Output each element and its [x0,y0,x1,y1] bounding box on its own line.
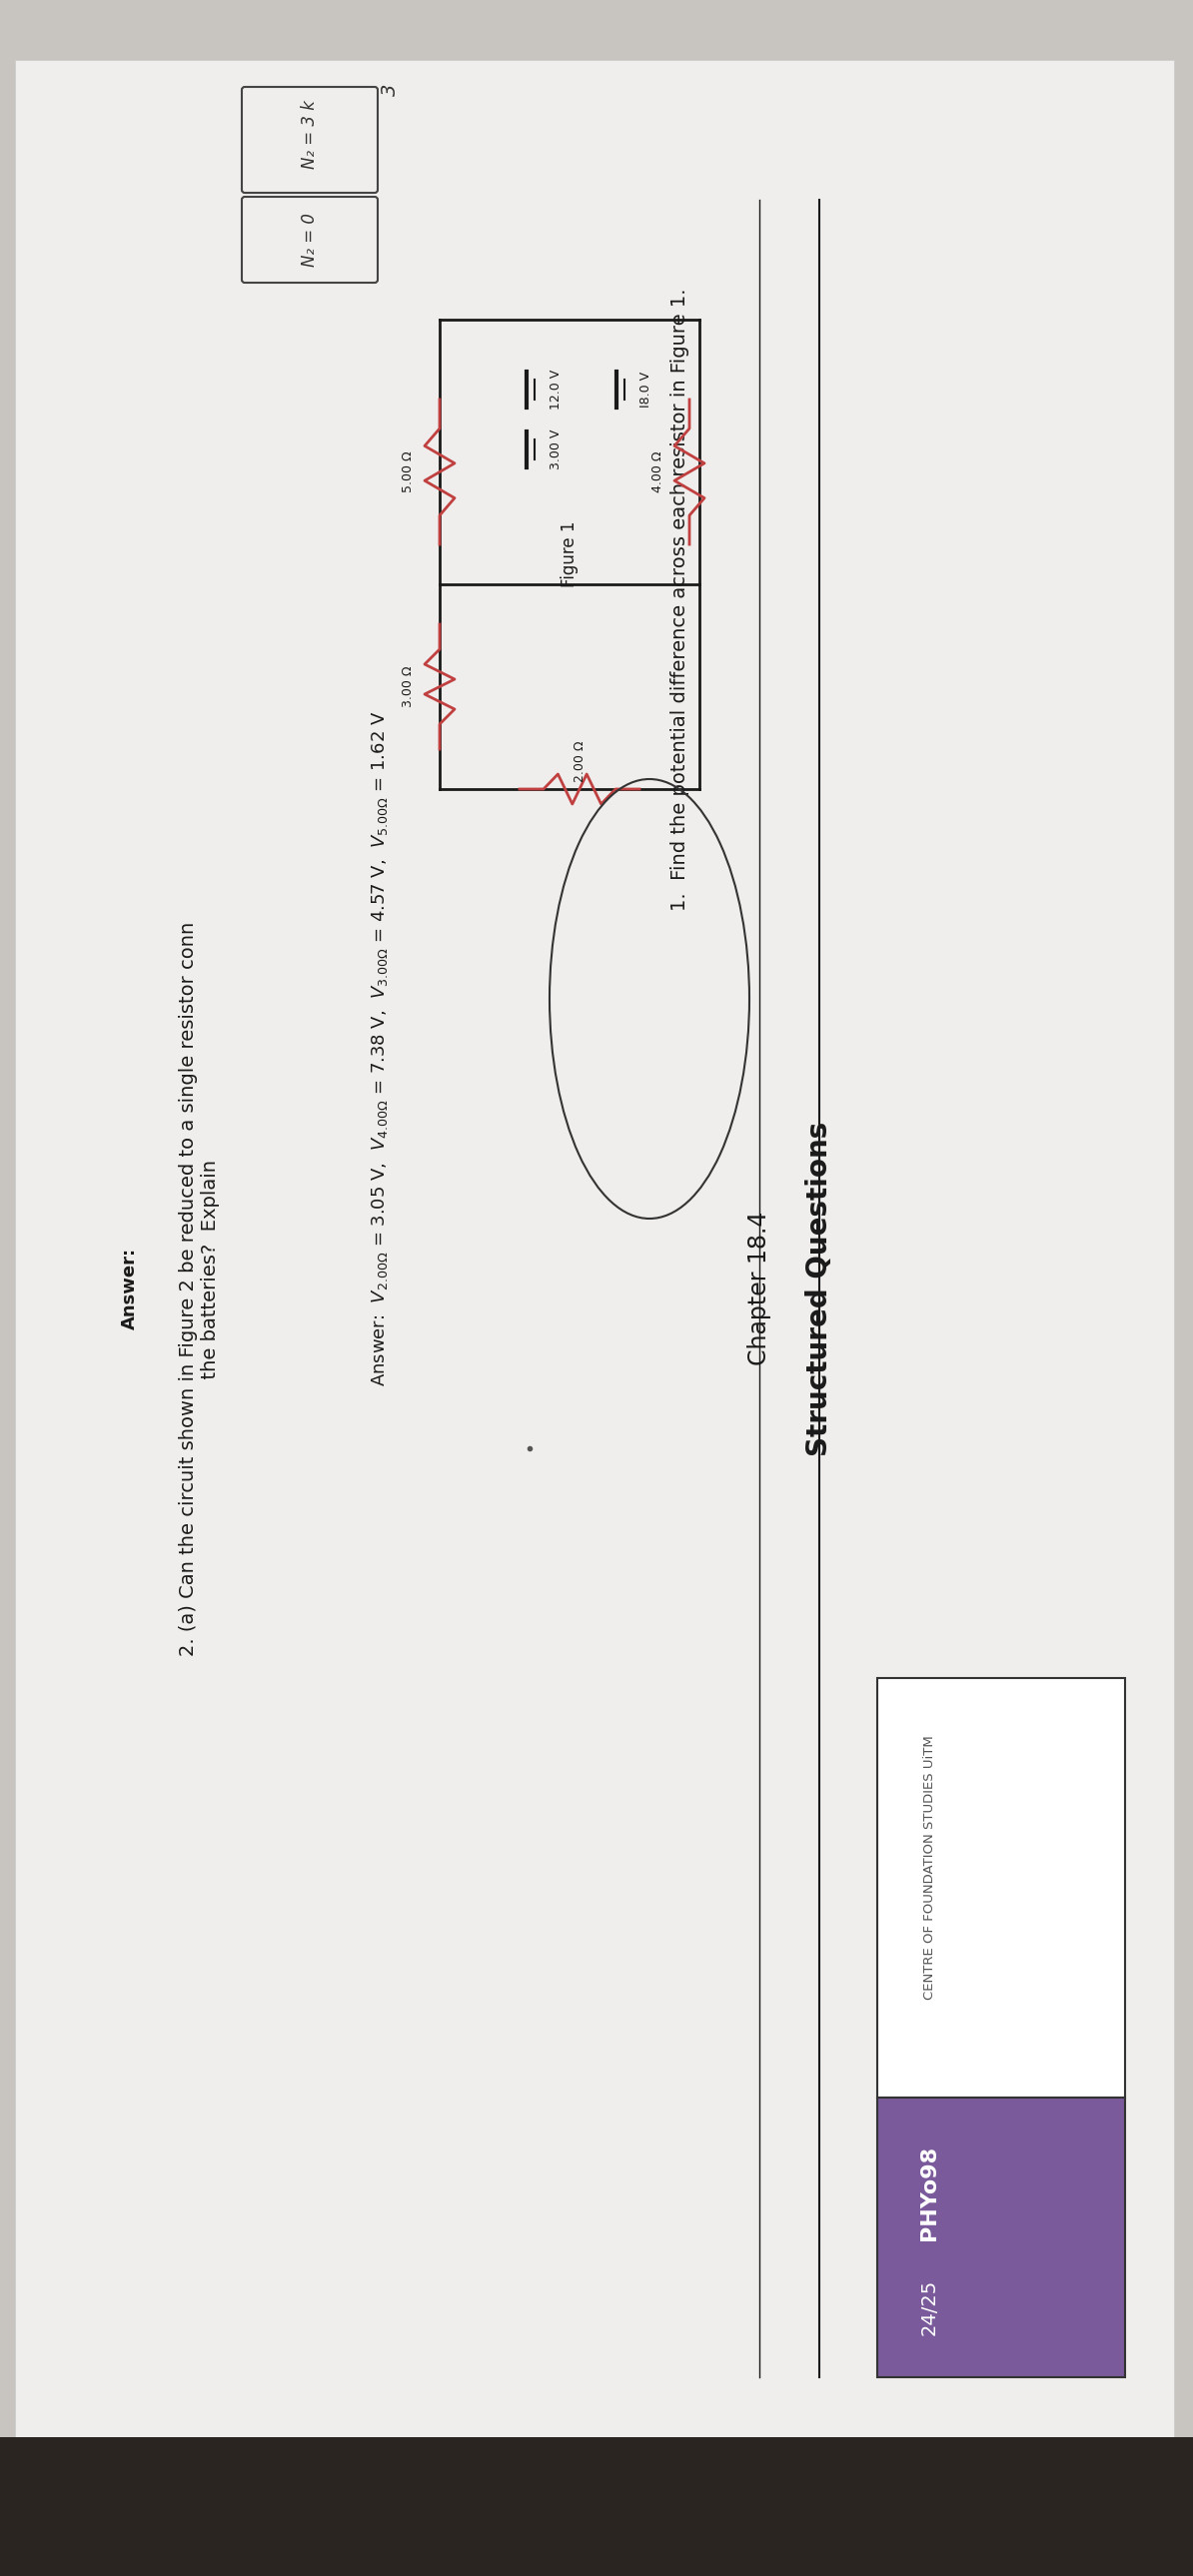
Text: 5.00 Ω: 5.00 Ω [402,451,415,492]
Text: N₂ = 0: N₂ = 0 [301,214,319,268]
Text: 3.00 V: 3.00 V [550,430,563,469]
Text: Answer:: Answer: [120,1247,138,1329]
Text: 24/25: 24/25 [920,2280,939,2336]
Text: 2.00 Ω: 2.00 Ω [573,739,586,783]
Text: 1.  Find the potential difference across each resistor in Figure 1.: 1. Find the potential difference across … [670,289,688,912]
Text: Chapter 18.4: Chapter 18.4 [747,1211,772,1365]
FancyBboxPatch shape [877,2097,1125,2378]
Text: 3: 3 [381,82,400,95]
Text: 12.0 V: 12.0 V [550,368,563,410]
FancyBboxPatch shape [0,2437,1193,2576]
Text: Figure 1: Figure 1 [561,520,579,587]
Text: Answer:  $V_{2.00\Omega}$ = 3.05 V,  $V_{4.00\Omega}$ = 7.38 V,  $V_{3.00\Omega}: Answer: $V_{2.00\Omega}$ = 3.05 V, $V_{4… [370,711,390,1386]
Text: 3.00 Ω: 3.00 Ω [402,667,415,708]
Text: CENTRE OF FOUNDATION STUDIES UiTM: CENTRE OF FOUNDATION STUDIES UiTM [922,1736,935,1999]
Text: PHYo98: PHYo98 [920,2146,939,2241]
FancyBboxPatch shape [16,59,1174,2437]
Text: 4.00 Ω: 4.00 Ω [651,451,665,492]
Text: I8.0 V: I8.0 V [639,371,653,407]
FancyBboxPatch shape [877,1677,1125,2097]
Text: N₂ = 3 k: N₂ = 3 k [301,100,319,170]
Text: 2. (a) Can the circuit shown in Figure 2 be reduced to a single resistor conn
  : 2. (a) Can the circuit shown in Figure 2… [179,922,221,1656]
Text: Structured Questions: Structured Questions [805,1121,833,1455]
